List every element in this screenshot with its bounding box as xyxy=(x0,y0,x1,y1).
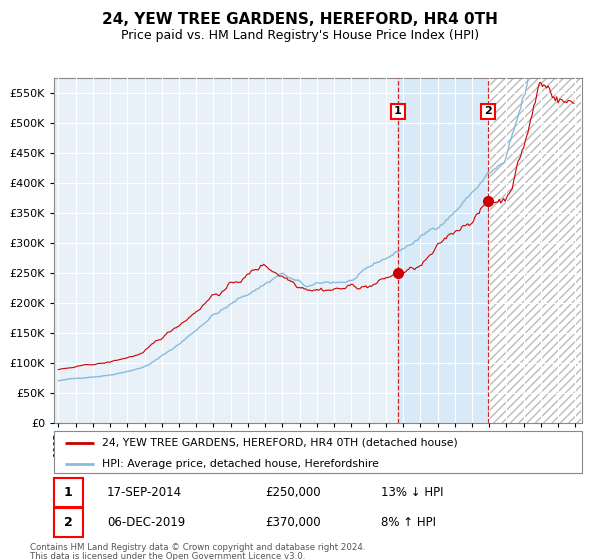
Bar xyxy=(488,78,581,423)
Text: 2: 2 xyxy=(484,106,492,116)
Text: 24, YEW TREE GARDENS, HEREFORD, HR4 0TH (detached house): 24, YEW TREE GARDENS, HEREFORD, HR4 0TH … xyxy=(101,438,457,448)
Bar xyxy=(54,508,83,537)
Text: This data is licensed under the Open Government Licence v3.0.: This data is licensed under the Open Gov… xyxy=(30,552,305,560)
Text: 17-SEP-2014: 17-SEP-2014 xyxy=(107,486,182,499)
Bar xyxy=(488,78,581,423)
Bar xyxy=(54,478,83,507)
Text: Price paid vs. HM Land Registry's House Price Index (HPI): Price paid vs. HM Land Registry's House … xyxy=(121,29,479,42)
Text: 2: 2 xyxy=(64,516,73,529)
Text: 1: 1 xyxy=(394,106,402,116)
Text: 06-DEC-2019: 06-DEC-2019 xyxy=(107,516,185,529)
Text: Contains HM Land Registry data © Crown copyright and database right 2024.: Contains HM Land Registry data © Crown c… xyxy=(30,543,365,552)
Bar xyxy=(398,78,488,423)
Text: 13% ↓ HPI: 13% ↓ HPI xyxy=(382,486,444,499)
Text: £250,000: £250,000 xyxy=(265,486,321,499)
Text: £370,000: £370,000 xyxy=(265,516,321,529)
Text: 1: 1 xyxy=(64,486,73,499)
Text: HPI: Average price, detached house, Herefordshire: HPI: Average price, detached house, Here… xyxy=(101,459,379,469)
Text: 24, YEW TREE GARDENS, HEREFORD, HR4 0TH: 24, YEW TREE GARDENS, HEREFORD, HR4 0TH xyxy=(102,12,498,27)
Text: 8% ↑ HPI: 8% ↑ HPI xyxy=(382,516,436,529)
